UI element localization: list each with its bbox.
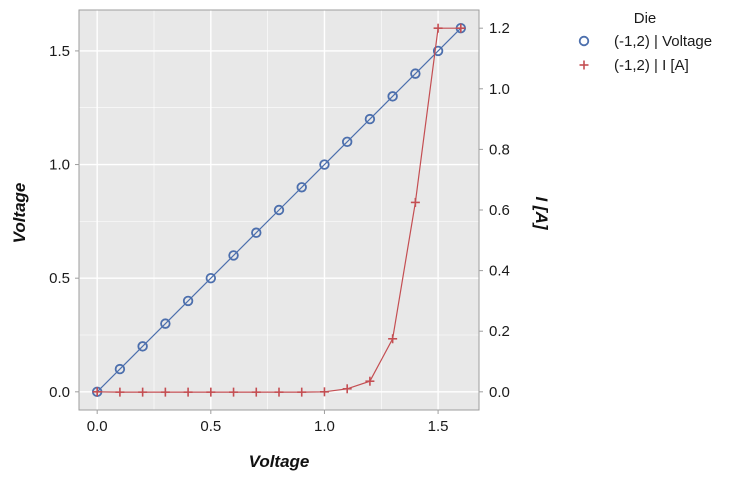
series-2-point [433,23,443,33]
x-tick-label: 0.0 [87,418,108,435]
series-2-point [138,387,148,397]
y-right-tick-label: 0.0 [489,384,510,401]
series-1-point [160,318,171,329]
legend-entries: (-1,2) | Voltage (-1,2) | I [A] [578,33,712,74]
y-left-tick-label: 0.0 [49,384,70,401]
y-left-axis-title: Voltage [10,183,29,244]
series-2-point [229,387,239,397]
y-right-tick-label: 1.0 [489,81,510,98]
legend-marker-2 [579,60,589,70]
series-1-point [341,136,353,148]
legend-marker-1 [578,35,590,47]
series-2-point [388,334,398,344]
series-1-point [273,204,285,216]
series-2-point [183,387,193,397]
series-layer [91,22,467,398]
x-axis-title: Voltage [249,452,310,471]
series-1-point [205,272,217,284]
y-right-tick-label: 1.2 [489,20,510,37]
series-line-1 [96,27,462,393]
y-right-tick-label: 0.4 [489,263,510,280]
series-2-point [160,387,170,397]
series-1-point [228,250,239,261]
x-tick-label: 0.5 [200,418,221,435]
legend: Die (-1,2) | Voltage (-1,2) | I [A] [578,10,712,74]
series-1-point [137,341,148,352]
axes [75,9,483,414]
legend-title: Die [634,10,657,27]
legend-entry-label: (-1,2) | Voltage [614,33,712,50]
series-2-point [274,387,284,397]
series-1-point [251,227,262,238]
series-2-point [365,376,375,386]
y-left-tick-label: 1.5 [49,43,70,60]
series-2-point [410,197,420,207]
series-2-point [251,387,261,397]
series-1-point [182,295,194,307]
y-right-tick-label: 0.2 [489,323,510,340]
series-2-point [456,23,466,33]
series-1-point [432,45,444,57]
legend-entry-label: (-1,2) | I [A] [614,57,689,74]
series-2-point [92,387,102,397]
y-left-tick-label: 0.5 [49,270,70,287]
series-1-point [114,363,126,375]
y-right-tick-label: 0.8 [489,141,510,158]
series-1-point [296,182,307,193]
y-right-tick-label: 0.6 [489,202,510,219]
tick-labels: 0.0 0.5 1.0 1.5 0.0 0.5 1.0 1.5 0.0 0.2 0.4 0.6 0.8 1… [49,20,510,435]
series-1-point [387,91,398,102]
x-tick-label: 1.5 [428,418,449,435]
series-2-point [297,387,307,397]
series-2-point [342,384,352,394]
y-left-tick-label: 1.0 [49,157,70,174]
series-2-point [206,387,216,397]
series-1-point [319,159,330,170]
series-1-point [364,113,376,125]
x-tick-label: 1.0 [314,418,335,435]
series-1-point [410,68,421,79]
y-right-axis-title: I [A] [532,196,551,230]
series-2-point [319,387,329,397]
series-2-point [115,387,125,397]
